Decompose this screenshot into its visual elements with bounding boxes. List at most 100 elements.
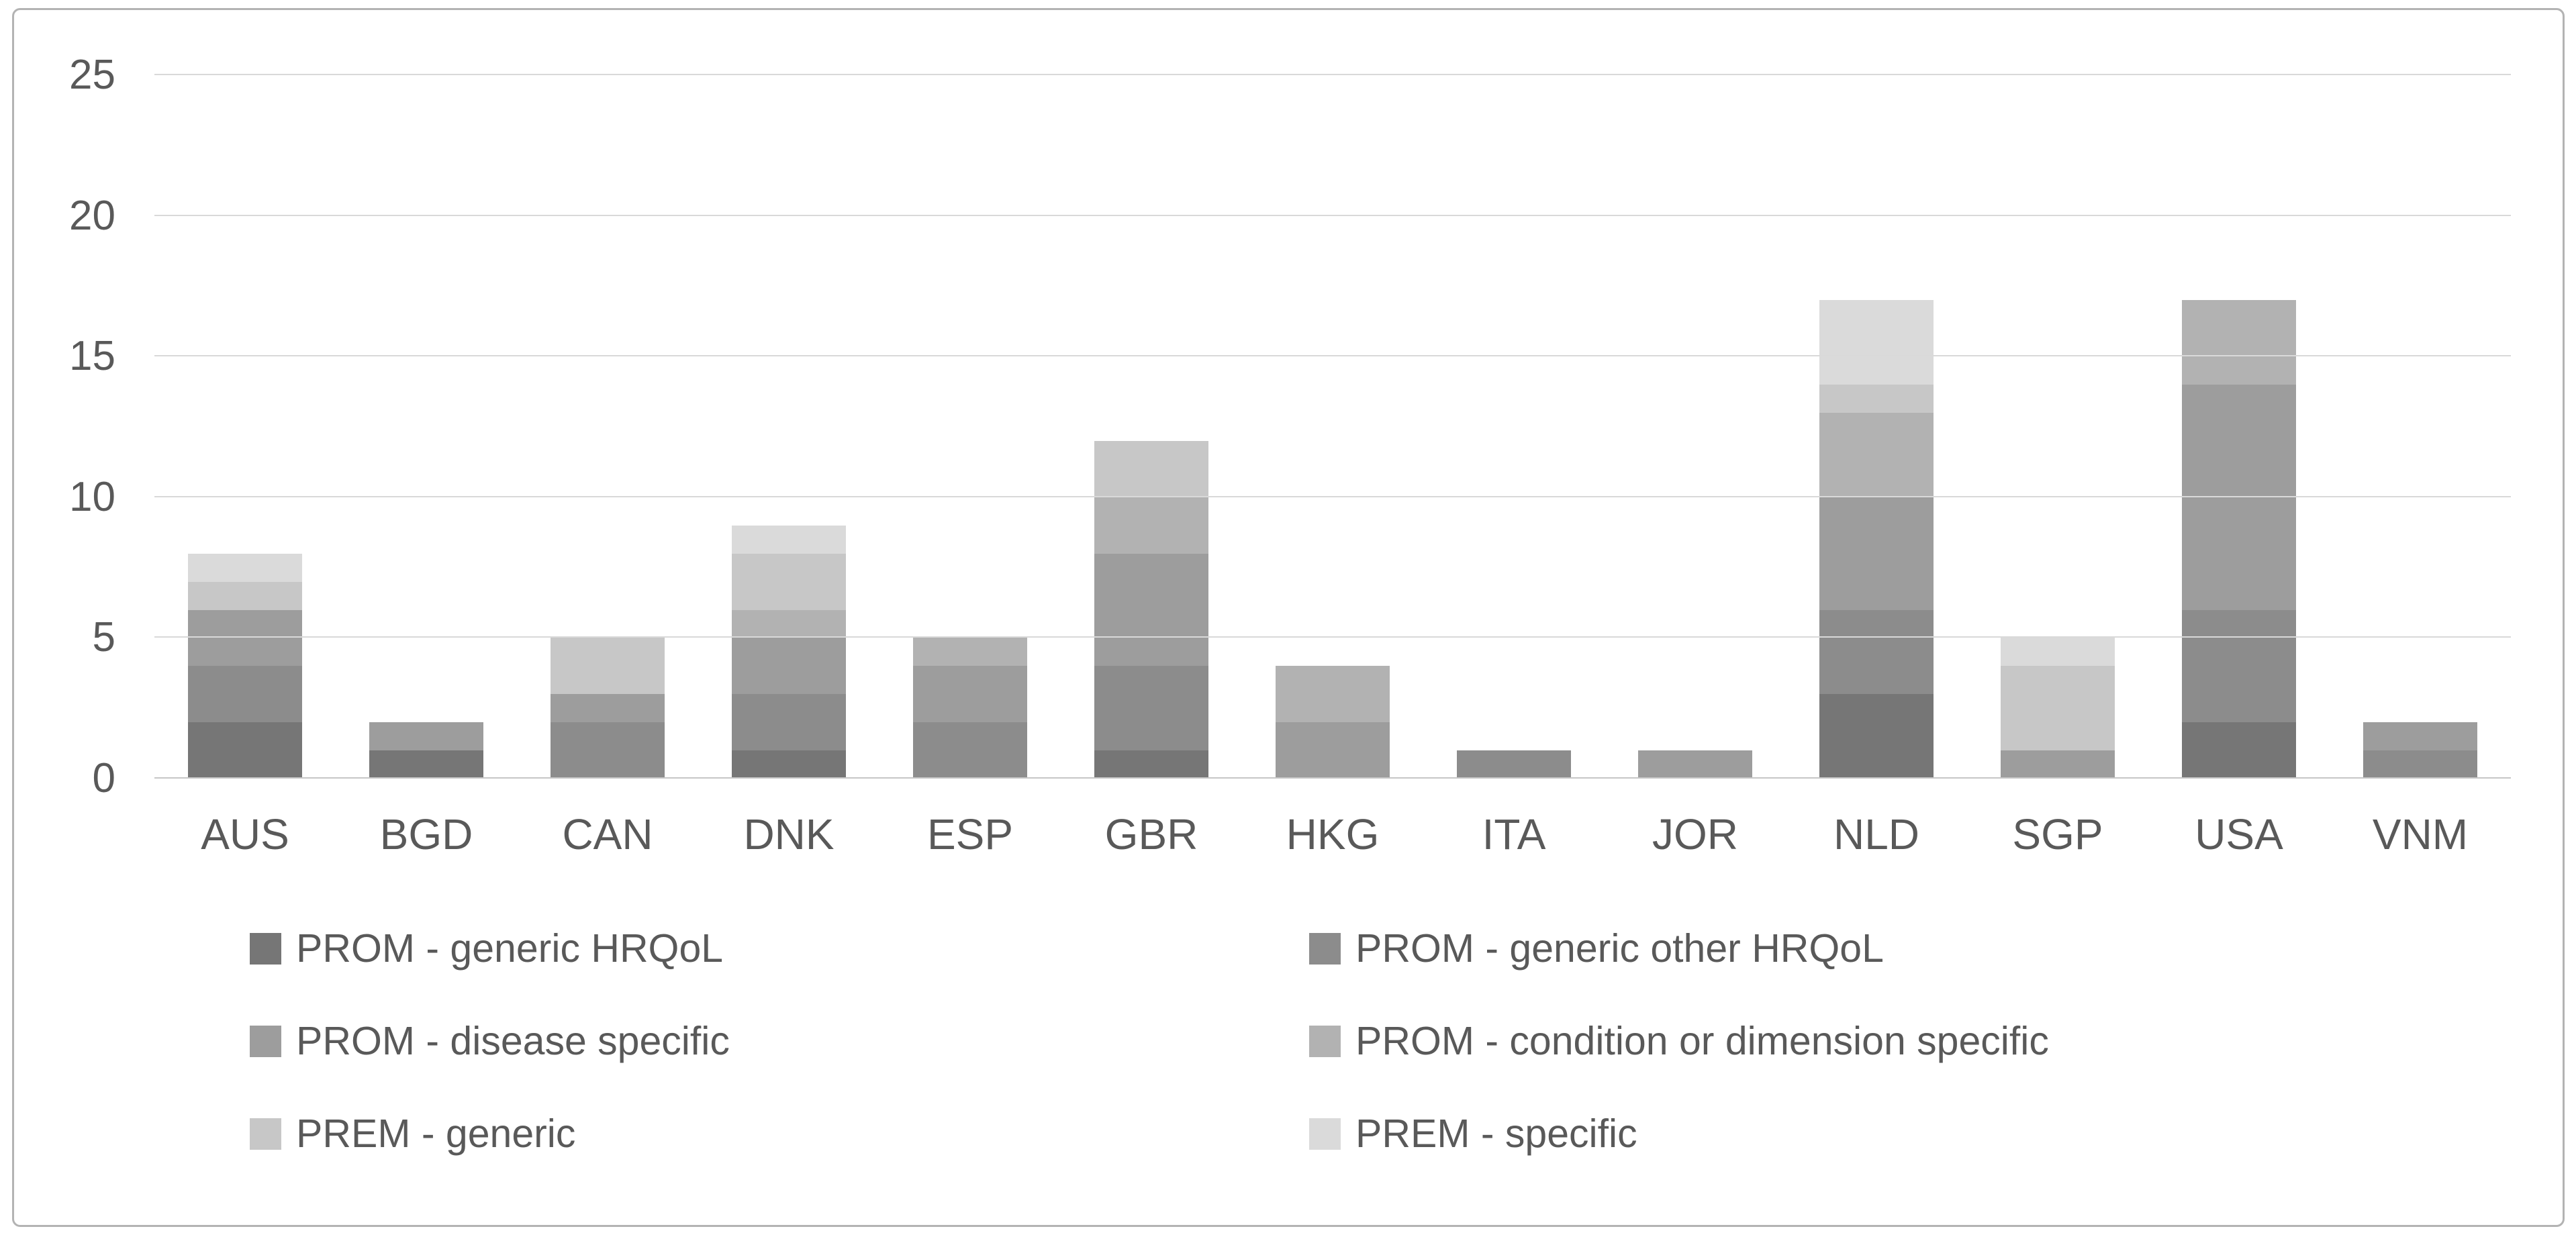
legend-label: PROM - condition or dimension specific <box>1355 1019 2049 1063</box>
bar-segment <box>1819 497 1934 610</box>
bar-slot-hkg <box>1242 75 1423 779</box>
x-axis-label-can: CAN <box>562 810 653 858</box>
bar-slot-nld <box>1786 75 1967 779</box>
bar-segment <box>731 694 847 751</box>
x-axis-label-jor: JOR <box>1652 810 1738 858</box>
bar-segment <box>731 553 847 610</box>
bar-segment <box>2000 638 2115 666</box>
bar-jor <box>1637 750 1753 779</box>
bar-segment <box>369 722 484 751</box>
bar-dnk <box>731 525 847 779</box>
legend-swatch-icon <box>1309 1118 1341 1150</box>
bar-segment <box>731 750 847 779</box>
bar-gbr <box>1094 441 1209 779</box>
legend-item: PROM - condition or dimension specific <box>1309 1014 2506 1069</box>
bar-esp <box>912 638 1028 779</box>
y-axis: 0 5 10 15 20 25 <box>0 54 121 799</box>
x-axis: AUS BGD CAN DNK ESP GBR HKG ITA JOR NLD SGP USA VNM <box>154 804 2511 864</box>
x-axis-label-bgd: BGD <box>379 810 473 858</box>
legend-swatch-icon <box>250 932 281 965</box>
bar-slot-dnk <box>698 75 879 779</box>
bar-segment <box>187 609 303 666</box>
bar-segment <box>1094 750 1209 779</box>
bar-segment <box>1637 750 1753 779</box>
bar-slot-vnm <box>2330 75 2511 779</box>
legend-item: PROM - disease specific <box>250 1014 1309 1069</box>
bar-segment <box>731 638 847 695</box>
bar-bgd <box>369 722 484 779</box>
x-axis-label-dnk: DNK <box>743 810 834 858</box>
bar-slot-aus <box>154 75 336 779</box>
bar-segment <box>187 581 303 610</box>
bar-sgp <box>2000 638 2115 779</box>
bar-segment <box>2181 722 2297 779</box>
bar-slot-sgp <box>1967 75 2148 779</box>
legend-swatch-icon <box>1309 1025 1341 1057</box>
bar-segment <box>2000 750 2115 779</box>
legend-label: PROM - generic other HRQoL <box>1355 926 1884 971</box>
y-axis-tick-label: 0 <box>92 755 115 801</box>
bar-can <box>550 638 665 779</box>
bar-slot-usa <box>2148 75 2330 779</box>
bars-row <box>154 75 2511 779</box>
y-axis-tick-label: 10 <box>69 473 115 520</box>
bar-segment <box>1094 441 1209 497</box>
x-axis-label-sgp: SGP <box>2012 810 2103 858</box>
bar-segment <box>731 525 847 554</box>
legend-swatch-icon <box>250 1118 281 1150</box>
legend-item: PROM - generic other HRQoL <box>1309 921 2506 976</box>
gridline <box>154 214 2511 216</box>
x-axis-baseline <box>154 777 2511 779</box>
bar-segment <box>2181 385 2297 610</box>
bar-segment <box>1094 666 1209 751</box>
y-axis-tick-label: 20 <box>69 192 115 239</box>
bar-segment <box>2000 666 2115 751</box>
bar-segment <box>187 553 303 582</box>
x-axis-label-gbr: GBR <box>1104 810 1198 858</box>
x-axis-label-usa: USA <box>2195 810 2283 858</box>
bar-segment <box>187 722 303 779</box>
bar-segment <box>2181 609 2297 723</box>
legend-item: PREM - specific <box>1309 1106 2506 1161</box>
bar-slot-bgd <box>336 75 517 779</box>
bar-segment <box>1275 666 1390 723</box>
bar-segment <box>550 722 665 779</box>
bar-segment <box>1819 385 1934 413</box>
bar-hkg <box>1275 666 1390 779</box>
x-axis-label-aus: AUS <box>201 810 289 858</box>
gridline <box>154 636 2511 638</box>
legend-item: PROM - generic HRQoL <box>250 921 1309 976</box>
bar-segment <box>1094 553 1209 666</box>
x-axis-label-hkg: HKG <box>1286 810 1380 858</box>
bar-vnm <box>2363 722 2478 779</box>
legend-label: PREM - generic <box>296 1112 576 1156</box>
legend-item: PREM - generic <box>250 1106 1309 1161</box>
bar-segment <box>2181 300 2297 385</box>
bar-aus <box>187 553 303 779</box>
gridline <box>154 355 2511 357</box>
y-axis-tick-label: 15 <box>69 333 115 380</box>
bar-segment <box>912 638 1028 666</box>
bar-segment <box>2363 722 2478 751</box>
chart-plot-area <box>154 74 2511 779</box>
bar-usa <box>2181 300 2297 779</box>
bar-segment <box>1819 300 1934 385</box>
bar-segment <box>2363 750 2478 779</box>
bar-ita <box>1456 750 1572 779</box>
legend-swatch-icon <box>1309 932 1341 965</box>
bar-segment <box>1819 413 1934 497</box>
bar-segment <box>912 722 1028 779</box>
y-axis-tick-label: 25 <box>69 52 115 98</box>
bar-segment <box>912 666 1028 723</box>
bar-slot-gbr <box>1061 75 1242 779</box>
x-axis-label-vnm: VNM <box>2372 810 2469 858</box>
bar-segment <box>550 694 665 723</box>
x-axis-label-esp: ESP <box>926 810 1014 858</box>
y-axis-tick-label: 5 <box>92 614 115 661</box>
bar-slot-can <box>517 75 698 779</box>
x-axis-label-nld: NLD <box>1833 810 1920 858</box>
legend-label: PREM - specific <box>1355 1112 1637 1156</box>
bar-segment <box>1819 694 1934 779</box>
bar-slot-jor <box>1605 75 1786 779</box>
